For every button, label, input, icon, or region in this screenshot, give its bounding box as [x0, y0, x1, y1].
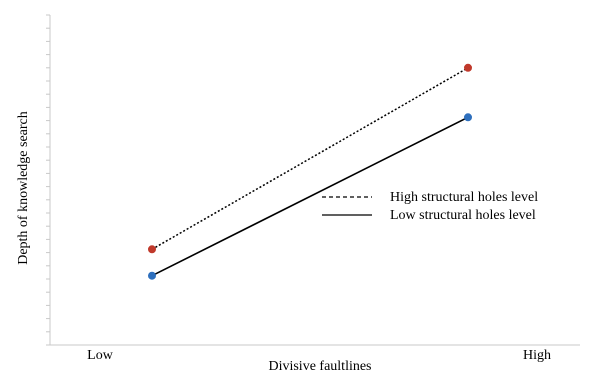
- series-line-low: [151, 116, 469, 277]
- y-axis-label: Depth of knowledge search: [16, 111, 31, 265]
- x-tick-label-low: Low: [87, 348, 114, 363]
- x-tick-label-high: High: [523, 348, 551, 363]
- point-high-high: [463, 63, 472, 72]
- series-layer: [147, 63, 472, 280]
- legend-label-low: Low structural holes level: [390, 208, 536, 223]
- legend-item-high: High structural holes level: [322, 190, 538, 205]
- point-low-high: [463, 113, 472, 122]
- point-high-low: [147, 245, 156, 254]
- y-axis: [46, 14, 51, 346]
- point-low-low: [147, 271, 156, 280]
- legend: High structural holes level Low structur…: [322, 190, 538, 223]
- x-axis-label: Divisive faultlines: [268, 359, 371, 374]
- legend-item-low: Low structural holes level: [322, 208, 536, 223]
- legend-label-high: High structural holes level: [390, 190, 538, 205]
- y-axis-ticks: [46, 14, 50, 346]
- series-line-high: [151, 67, 469, 250]
